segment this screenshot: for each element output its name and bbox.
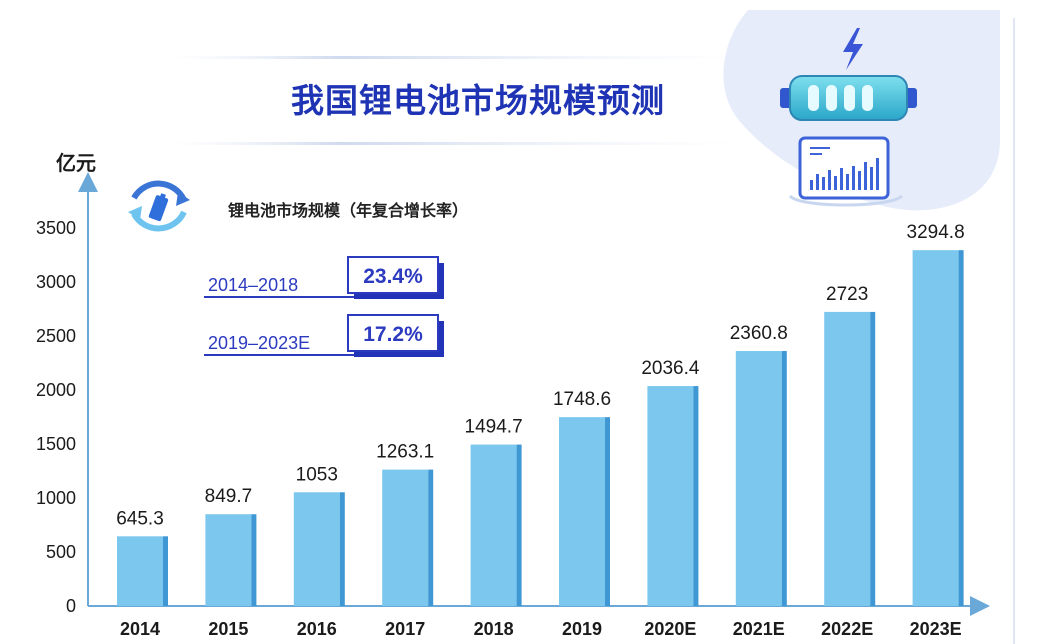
- cagr-rate: 17.2%: [363, 323, 423, 346]
- bar: [205, 514, 257, 606]
- bar-face: [382, 469, 429, 606]
- x-tick-label: 2020E: [644, 619, 696, 639]
- bar-face: [293, 492, 340, 606]
- y-tick-labels: 0 500 1000 1500 2000 2500 3000 3500: [36, 218, 76, 616]
- bar-shade: [693, 386, 699, 606]
- bar-shade: [781, 351, 787, 606]
- page-divider: [1013, 18, 1015, 644]
- bar-shade: [516, 444, 522, 606]
- bar-face: [470, 444, 517, 606]
- bar-value-label: 849.7: [205, 486, 253, 507]
- title-line-top: [170, 56, 740, 59]
- lightning-icon: [843, 28, 863, 70]
- bar-shade: [339, 492, 345, 606]
- x-tick-label: 2017: [385, 619, 425, 639]
- legend-label: 锂电池市场规模（年复合增长率）: [228, 201, 468, 220]
- y-tick-label: 3500: [36, 218, 76, 238]
- bar-shade: [428, 469, 434, 606]
- bar-face: [117, 536, 163, 606]
- bar-shade: [605, 417, 610, 606]
- x-tick-label: 2015: [208, 619, 248, 639]
- x-tick-label: 2022E: [821, 619, 873, 639]
- y-tick-label: 3000: [36, 272, 76, 292]
- cagr-box: [347, 314, 439, 352]
- refresh-battery-icon: [128, 180, 190, 232]
- battery-icon: [780, 75, 917, 121]
- bar: [912, 250, 964, 606]
- bar-value-label: 1053: [296, 464, 338, 485]
- y-axis-unit: 亿元: [56, 151, 96, 175]
- cagr-period: 2014–2018: [208, 275, 298, 295]
- bar-value-label: 2360.8: [730, 323, 788, 344]
- bar: [382, 469, 434, 606]
- x-tick-label: 2019: [562, 619, 602, 639]
- y-tick-label: 1500: [36, 434, 76, 454]
- bar-value-label: 2723: [826, 284, 868, 305]
- analytics-monitor-icon: [788, 136, 904, 207]
- bar-shade: [870, 311, 876, 606]
- bar: [559, 417, 610, 606]
- bar-series: [117, 250, 964, 606]
- chart-title: 我国锂电池市场规模预测: [291, 81, 665, 120]
- bar: [293, 492, 345, 606]
- bar: [117, 536, 168, 606]
- bar-face: [735, 351, 782, 606]
- bar: [735, 351, 787, 606]
- x-tick-label: 2023E: [910, 619, 962, 639]
- bar-shade: [163, 536, 168, 606]
- bar-value-label: 1748.6: [553, 389, 611, 410]
- x-tick-label: 2018: [474, 619, 514, 639]
- bar-value-label: 645.3: [116, 508, 164, 529]
- bar-shade: [958, 250, 964, 606]
- bar-face: [912, 250, 959, 606]
- x-tick-label: 2021E: [733, 619, 785, 639]
- bar-face: [559, 417, 605, 606]
- bar: [647, 386, 699, 606]
- cagr-item: 2014–2018 23.4%: [204, 256, 444, 299]
- bar-value-label: 3294.8: [907, 222, 965, 243]
- x-tick-label: 2016: [297, 619, 337, 639]
- bar-shade: [251, 514, 257, 606]
- bar-value-label: 2036.4: [641, 358, 700, 379]
- cagr-period: 2019–2023E: [208, 333, 310, 353]
- cagr-box: [347, 256, 439, 294]
- bar-face: [824, 311, 871, 606]
- y-tick-label: 1000: [36, 488, 76, 508]
- y-tick-label: 500: [46, 542, 76, 562]
- value-labels: 645.3 849.7 1053 1263.1 1494.7 1748.6 2036.4 23…: [116, 222, 964, 529]
- y-tick-label: 2000: [36, 380, 76, 400]
- bar-value-label: 1263.1: [376, 442, 434, 463]
- x-tick-labels: 2014 2015 2016 2017 2018 2019 2020E 2021E 2022E 2…: [120, 619, 962, 639]
- x-tick-label: 2014: [120, 619, 160, 639]
- title-line-bottom: [170, 142, 740, 145]
- cagr-item: 2019–2023E 17.2%: [204, 314, 444, 357]
- bar: [470, 444, 522, 606]
- bar: [824, 311, 876, 606]
- bar-value-label: 1494.7: [465, 417, 523, 438]
- y-tick-label: 2500: [36, 326, 76, 346]
- bar-face: [205, 514, 252, 606]
- y-tick-label: 0: [66, 596, 76, 616]
- cagr-rate: 23.4%: [363, 265, 423, 288]
- bar-face: [647, 386, 694, 606]
